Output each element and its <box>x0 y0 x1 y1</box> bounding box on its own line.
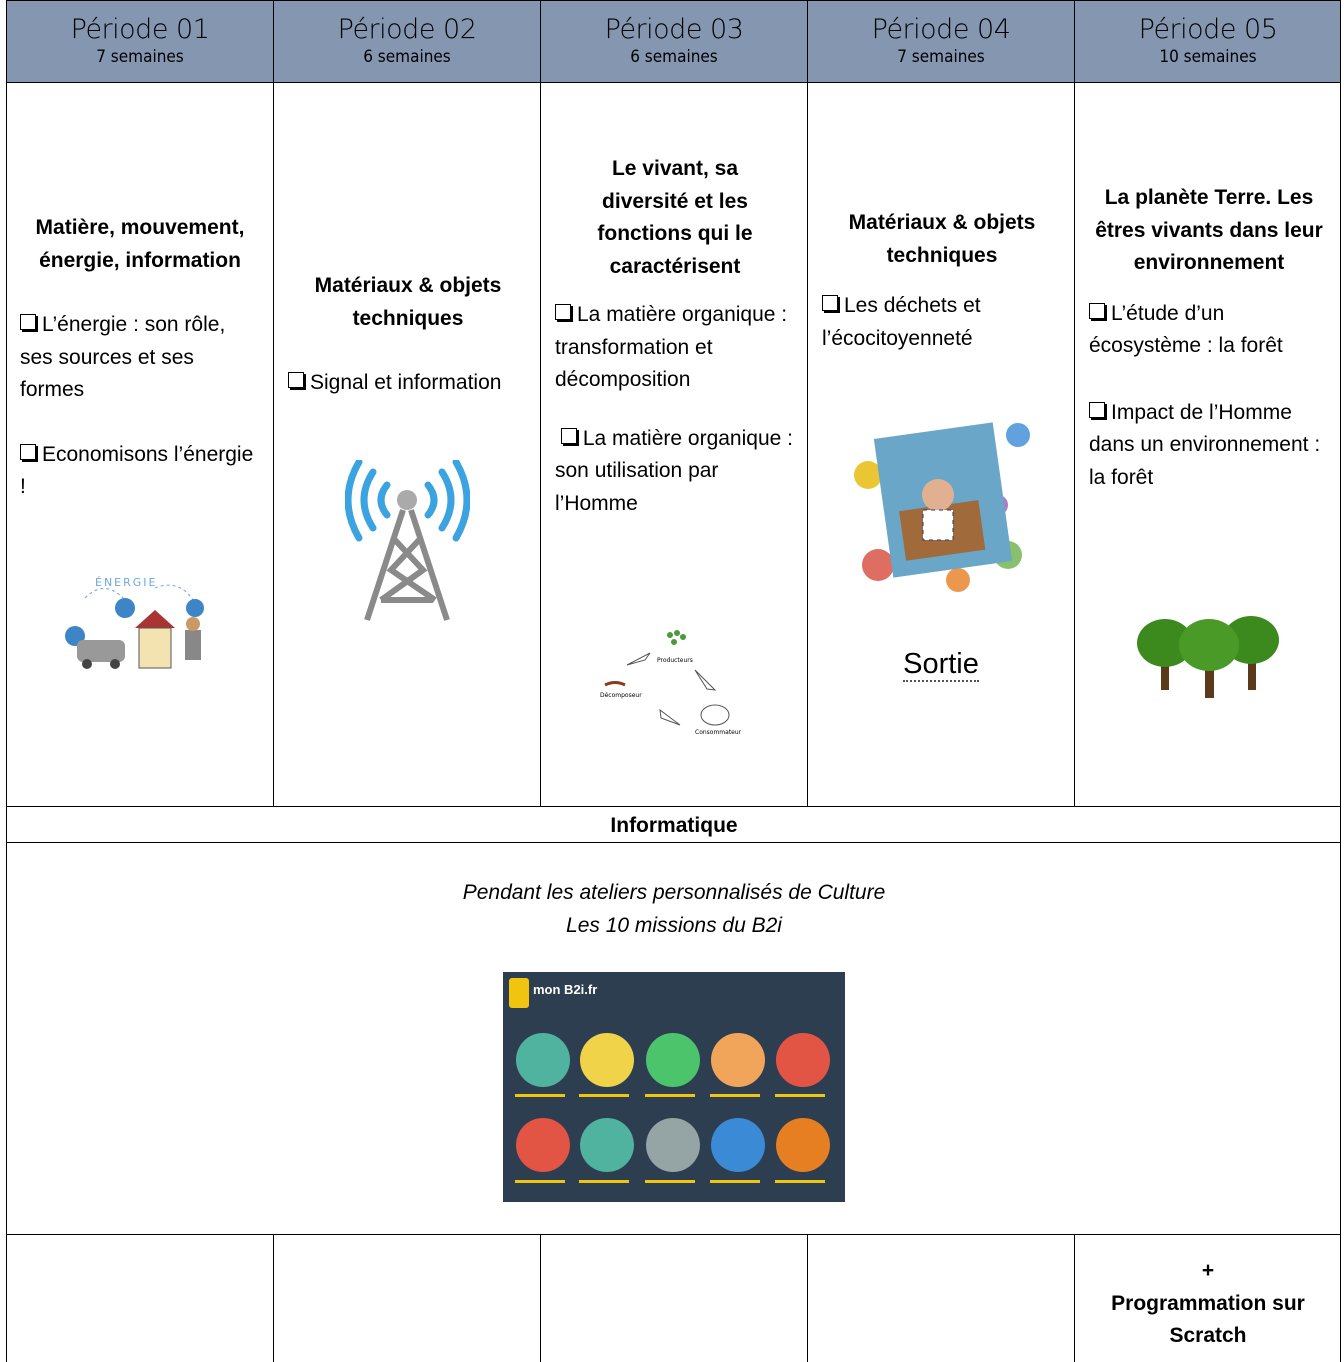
item-text: Impact de l’Homme dans un environnement … <box>1089 400 1321 489</box>
border <box>6 842 1341 843</box>
cell: Matériaux & objets techniques Les déchet… <box>822 207 1062 355</box>
border <box>540 1234 541 1362</box>
item-text: La matière organique : transformation et… <box>555 303 788 391</box>
border <box>6 1234 1341 1235</box>
note: Sortie <box>903 648 979 682</box>
item: Economisons l’énergie ! <box>20 439 260 504</box>
cell: Le vivant, sa diversité et les fonctions… <box>555 153 795 520</box>
period-title: Période 03 <box>604 14 744 45</box>
item: Les déchets et l’écocitoyenneté <box>822 290 1062 355</box>
heading: Le vivant, sa diversité et les fonctions… <box>597 157 753 278</box>
period-header: Période 03 6 semaines <box>541 0 807 82</box>
period-title: Période 01 <box>70 14 210 45</box>
border <box>1340 0 1341 1362</box>
period-duration: 6 semaines <box>630 47 718 67</box>
period-header: Période 04 7 semaines <box>808 0 1074 82</box>
period-duration: 7 semaines <box>897 47 985 67</box>
cycle-label: Décomposeur <box>600 692 642 699</box>
border <box>6 806 1341 807</box>
section-text: Pendant les ateliers personnalisés de Cu… <box>7 876 1341 942</box>
item: Impact de l’Homme dans un environnement … <box>1089 397 1329 495</box>
item-text: L’étude d’un écosystème : la forêt <box>1089 301 1283 358</box>
border <box>6 0 1341 1</box>
text-line: Les 10 missions du B2i <box>566 914 782 937</box>
border <box>1074 1234 1075 1362</box>
period-header: Période 01 7 semaines <box>7 0 273 82</box>
item: La matière organique : son utilisation p… <box>555 423 795 521</box>
plus: + <box>1201 1259 1215 1282</box>
item-text: Economisons l’énergie ! <box>20 442 254 499</box>
cycle-illustration: Producteurs Décomposeur Consommateur <box>600 630 742 736</box>
border <box>273 1234 274 1362</box>
border <box>1074 0 1075 807</box>
section-title: Informatique <box>610 814 738 837</box>
border <box>540 0 541 807</box>
border <box>6 0 7 1362</box>
cell: Matière, mouvement, énergie, information… <box>20 212 260 504</box>
period-title: Période 04 <box>871 14 1011 45</box>
footer-cell: + Programmation sur Scratch <box>1075 1255 1341 1353</box>
heading: Matière, mouvement, énergie, information <box>35 216 245 272</box>
period-title: Période 02 <box>337 14 477 45</box>
trees-illustration <box>1137 616 1279 698</box>
image-label: ÉNERGIE <box>95 576 158 589</box>
border <box>6 82 1341 83</box>
item: La matière organique : transformation et… <box>555 299 795 397</box>
item-text: L’énergie : son rôle, ses sources et ses… <box>20 313 226 401</box>
logo: mon B2i.fr <box>533 982 597 997</box>
item-text: Signal et information <box>310 371 502 394</box>
text-line: Pendant les ateliers personnalisés de Cu… <box>462 881 886 904</box>
heading: Matériaux & objets techniques <box>848 211 1036 267</box>
b2i-screenshot: mon B2i.fr <box>503 972 845 1202</box>
period-duration: 10 semaines <box>1159 47 1257 67</box>
item: Signal et information <box>288 367 528 400</box>
border <box>273 0 274 807</box>
heading: Matériaux & objets techniques <box>314 274 502 330</box>
cycle-label: Producteurs <box>657 657 693 664</box>
border <box>807 1234 808 1362</box>
note-cell: Sortie <box>808 648 1074 682</box>
period-title: Période 05 <box>1138 14 1278 45</box>
item: L’étude d’un écosystème : la forêt <box>1089 298 1329 363</box>
footer-text: Programmation sur Scratch <box>1111 1291 1305 1348</box>
cell: Matériaux & objets techniques Signal et … <box>288 270 528 400</box>
cell: La planète Terre. Les êtres vivants dans… <box>1089 182 1329 494</box>
period-duration: 6 semaines <box>363 47 451 67</box>
period-header: Période 02 6 semaines <box>274 0 540 82</box>
period-header: Période 05 10 semaines <box>1075 0 1341 82</box>
item: L’énergie : son rôle, ses sources et ses… <box>20 309 260 407</box>
period-duration: 7 semaines <box>96 47 184 67</box>
heading: La planète Terre. Les êtres vivants dans… <box>1095 186 1323 274</box>
header-bg <box>7 0 1341 82</box>
book-illustration <box>854 422 1030 592</box>
antenna-illustration <box>345 460 470 621</box>
item-text: Les déchets et l’écocitoyenneté <box>822 294 981 350</box>
border <box>807 0 808 807</box>
energy-illustration: ÉNERGIE <box>65 576 204 669</box>
item-text: La matière organique : son utilisation p… <box>555 426 793 515</box>
cycle-label: Consommateur <box>695 729 742 736</box>
